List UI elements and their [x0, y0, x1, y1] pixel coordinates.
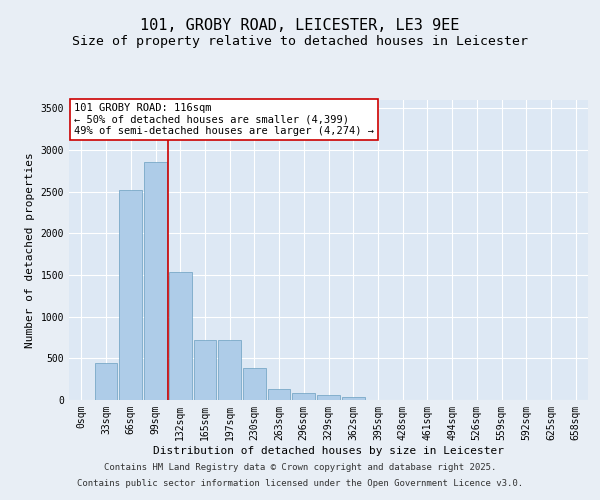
Text: Contains HM Land Registry data © Crown copyright and database right 2025.: Contains HM Land Registry data © Crown c… — [104, 464, 496, 472]
Bar — [194, 340, 216, 400]
Bar — [169, 272, 191, 400]
Bar — [119, 190, 142, 400]
Bar — [95, 362, 118, 400]
Bar — [243, 368, 266, 400]
Bar — [268, 389, 290, 400]
Bar — [218, 340, 241, 400]
Text: Contains public sector information licensed under the Open Government Licence v3: Contains public sector information licen… — [77, 478, 523, 488]
Text: Size of property relative to detached houses in Leicester: Size of property relative to detached ho… — [72, 35, 528, 48]
Bar — [342, 396, 365, 400]
Text: 101, GROBY ROAD, LEICESTER, LE3 9EE: 101, GROBY ROAD, LEICESTER, LE3 9EE — [140, 18, 460, 32]
Bar — [144, 162, 167, 400]
Bar — [292, 392, 315, 400]
Y-axis label: Number of detached properties: Number of detached properties — [25, 152, 35, 348]
Bar — [317, 395, 340, 400]
Text: 101 GROBY ROAD: 116sqm
← 50% of detached houses are smaller (4,399)
49% of semi-: 101 GROBY ROAD: 116sqm ← 50% of detached… — [74, 103, 374, 136]
X-axis label: Distribution of detached houses by size in Leicester: Distribution of detached houses by size … — [153, 446, 504, 456]
